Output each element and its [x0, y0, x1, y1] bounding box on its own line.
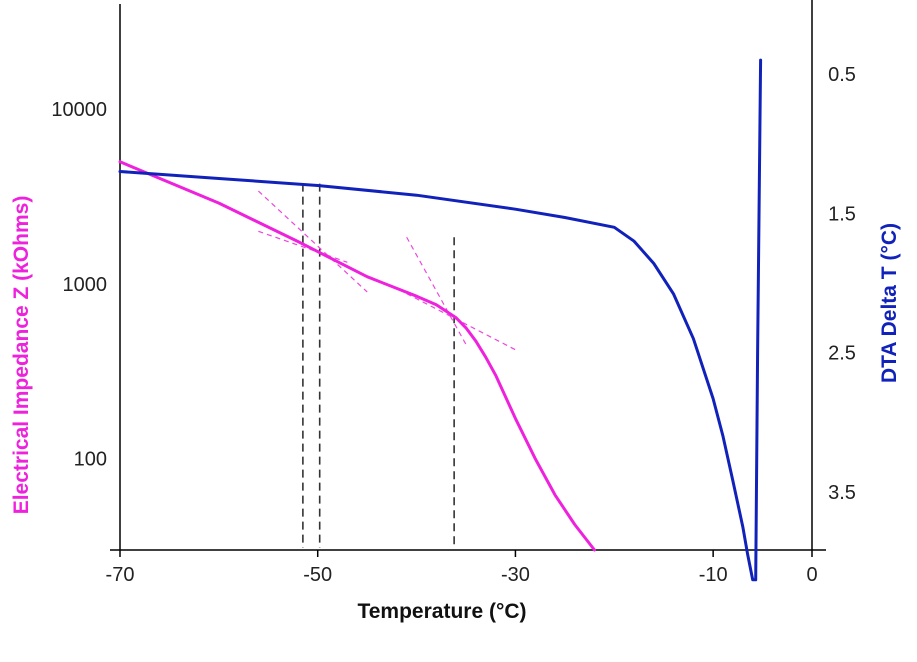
x-tick-labels: -70 -50 -30 -10 0: [106, 550, 818, 586]
axes-group: [110, 0, 826, 551]
left-y-tick-labels: 100 1000 10000: [51, 99, 107, 470]
right-y-tick-label: 1.5: [828, 203, 856, 225]
left-y-tick-label: 100: [74, 449, 107, 471]
x-tick-label: -70: [106, 564, 135, 586]
guide-lines: [302, 183, 455, 548]
right-y-tick-label: 0.5: [828, 64, 856, 86]
x-tick-label: 0: [806, 564, 817, 586]
left-y-tick-label: 10000: [51, 99, 107, 121]
x-axis-label: Temperature (°C): [357, 600, 526, 623]
x-tick-label: -30: [501, 564, 530, 586]
left-y-tick-label: 1000: [63, 274, 108, 296]
x-tick-label: -50: [303, 564, 332, 586]
right-y-tick-labels: 0.5 1.5 2.5 3.5: [828, 64, 856, 504]
tangent-line: [406, 236, 467, 345]
dta-series-line: [118, 58, 763, 582]
right-y-tick-label: 3.5: [828, 482, 856, 504]
tangent-line: [406, 293, 516, 351]
tangent-lines: [257, 190, 516, 351]
tangent-line: [258, 230, 348, 263]
impedance-series-line: [118, 160, 596, 552]
left-y-axis-label: Electrical Impedance Z (kOhms): [10, 196, 33, 515]
x-tick-label: -10: [699, 564, 728, 586]
tangent-line: [257, 190, 368, 293]
right-y-tick-label: 2.5: [828, 343, 856, 365]
right-y-axis-label: DTA Delta T (°C): [878, 223, 901, 383]
series-lines: [118, 58, 763, 582]
